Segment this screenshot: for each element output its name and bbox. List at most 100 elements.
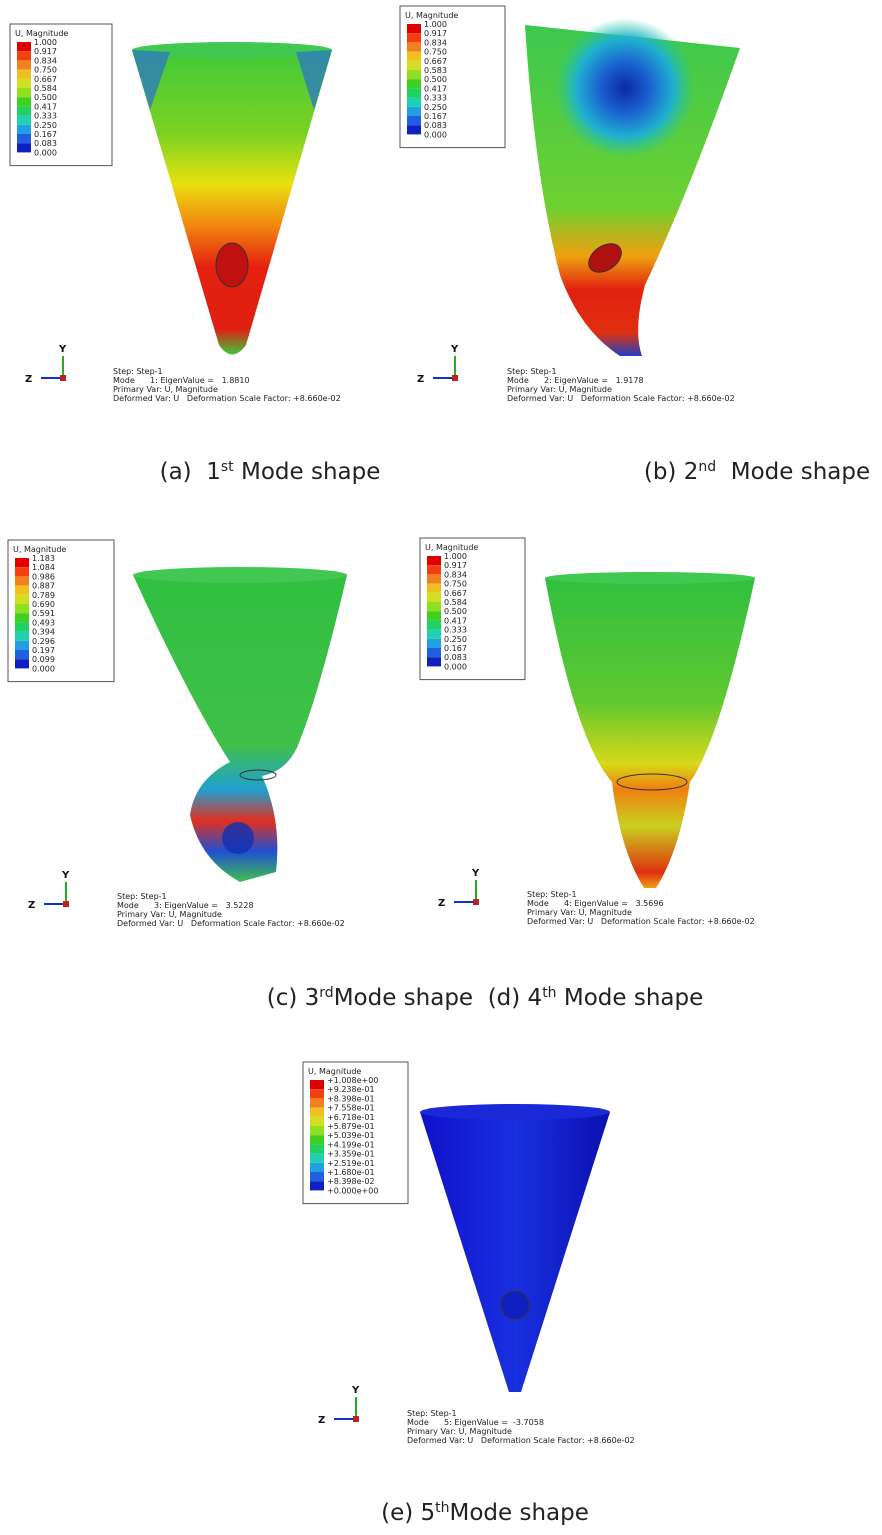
legend-swatch [427,639,441,648]
step-info: Deformed Var: U Deformation Scale Factor… [407,1436,635,1445]
legend-swatch [407,42,421,51]
legend-swatch [17,125,31,134]
legend-value: 0.750 [444,580,467,589]
legend-value: 0.584 [444,598,467,607]
legend-swatch [427,556,441,565]
legend-swatch [17,106,31,115]
legend-swatch [17,60,31,69]
legend-swatch [427,584,441,593]
legend-title: U, Magnitude [405,11,458,20]
legend-value: 0.789 [32,591,55,600]
step-info: Primary Var: U, Magnitude [113,385,218,394]
legend-value: 0.986 [32,572,55,581]
legend-value: 1.084 [32,563,55,572]
legend-value: 0.667 [34,75,57,84]
legend-value: +6.718e-01 [327,1113,375,1122]
legend-value: 0.834 [34,56,57,65]
caption-superscript: th [542,985,556,1001]
legend-swatch [427,593,441,602]
legend-swatch [15,558,29,567]
triad-z-label: Z [417,374,424,385]
caption-text: (c) 3 [267,985,320,1011]
legend-value: 0.167 [424,112,447,121]
triad-origin [452,375,458,381]
legend-value: 0.167 [34,130,57,139]
legend-value: +5.879e-01 [327,1122,375,1131]
legend-value: 0.167 [444,644,467,653]
triad-origin [60,375,66,381]
step-info: Primary Var: U, Magnitude [527,908,632,917]
legend-value: +0.000e+00 [327,1186,378,1195]
legend-value: 1.183 [32,554,55,563]
legend-value: 0.500 [34,93,57,102]
mode-shape-c [133,567,347,882]
legend-swatch [15,595,29,604]
triad-y-label: Y [61,870,70,881]
step-info: Step: Step-1 [407,1409,457,1418]
legend-swatch [15,567,29,576]
step-info: Primary Var: U, Magnitude [407,1427,512,1436]
step-info: Mode 2: EigenValue = 1.9178 [507,376,644,385]
legend-value: 0.083 [34,139,57,148]
legend-value: 0.000 [424,130,447,139]
step-info: Deformed Var: U Deformation Scale Factor… [117,919,345,928]
legend-swatch [17,134,31,143]
legend-swatch [427,648,441,657]
caption-superscript: rd [319,985,333,1001]
legend-swatch [310,1135,324,1144]
legend-swatch [15,650,29,659]
legend-swatch [407,24,421,33]
legend-value: 0.197 [32,646,55,655]
legend-value: 0.667 [444,589,467,598]
triad-y-label: Y [450,344,459,355]
legend-swatch [15,622,29,631]
caption: (b) 2nd Mode shape [644,459,870,485]
legend-value: 0.500 [444,607,467,616]
legend-value: 0.591 [32,609,55,618]
legend-swatch [15,659,29,668]
legend-swatch [427,620,441,629]
legend-swatch [427,611,441,620]
legend-value: +2.519e-01 [327,1159,375,1168]
legend-value: 0.250 [444,635,467,644]
step-info: Mode 3: EigenValue = 3.5228 [117,901,254,910]
legend-swatch [310,1117,324,1126]
mode-shape-e [420,1104,610,1392]
legend-value: 0.584 [34,84,57,93]
legend-swatch [15,576,29,585]
legend-swatch [17,116,31,125]
step-info: Mode 1: EigenValue = 1.8810 [113,376,250,385]
legend-swatch [17,79,31,88]
legend-swatch [15,613,29,622]
legend-swatch [427,565,441,574]
legend-value: 0.250 [424,103,447,112]
legend-value: 0.583 [424,66,447,75]
legend-value: 0.690 [32,600,55,609]
triad-y-label: Y [471,868,480,879]
legend-value: +9.238e-01 [327,1085,375,1094]
legend-value: 0.887 [32,582,55,591]
caption-text: Mode shape [716,459,870,485]
legend-swatch [427,602,441,611]
legend-value: 0.750 [424,48,447,57]
legend-value: 0.083 [424,121,447,130]
step-info: Mode 4: EigenValue = 3.5696 [527,899,664,908]
legend-value: 0.394 [32,628,55,637]
legend-swatch [407,52,421,61]
triad-origin [353,1416,359,1422]
legend-value: 0.834 [424,38,447,47]
triad-origin [473,899,479,905]
step-info: Deformed Var: U Deformation Scale Factor… [507,394,735,403]
legend-swatch [407,98,421,107]
legend-swatch [17,70,31,79]
legend-value: 0.500 [424,75,447,84]
legend-value: 0.917 [444,561,467,570]
legend-swatch [407,88,421,97]
legend-value: 0.417 [444,616,467,625]
legend-title: U, Magnitude [13,545,66,554]
legend-value: 1.000 [444,552,467,561]
legend-value: 0.250 [34,121,57,130]
legend-swatch [17,97,31,106]
legend-swatch [310,1080,324,1089]
legend-value: 0.667 [424,57,447,66]
